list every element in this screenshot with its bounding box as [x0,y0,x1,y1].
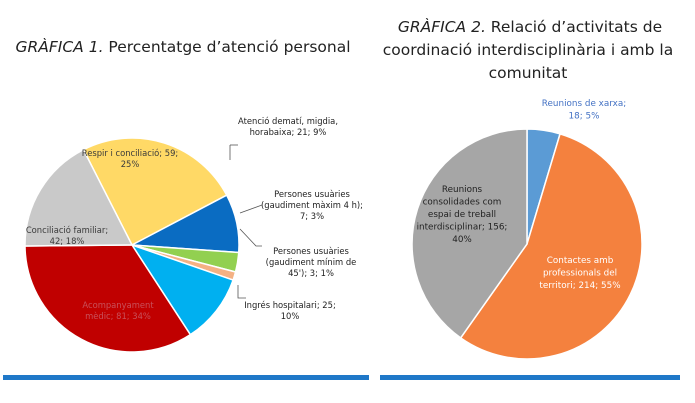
chart2-slice-label-1: Reunions de xarxa; 18; 5% [542,99,626,122]
chart1-title-rest: Percentatge d’atenció personal [104,38,351,56]
divider-right [380,375,680,380]
chart1-slice-label-6-line-1: Acompanyament [82,300,154,310]
chart1-slice-label-5-line-1: Ingrés hospitalari; 25; [244,300,336,310]
chart2-pie: Reunions de xarxa; 18; 5% Contactes amb pro… [411,99,643,360]
chart2-slice-label-3-line-4: interdisciplinar; 156; [417,223,508,233]
chart2-slice-2 [459,132,643,360]
chart2-slice-label-2-line-3: territori; 214; 55% [539,281,620,291]
chart1-slice-label-1-line-2: 25% [121,159,140,169]
chart1-slice-label-7-line-2: 42; 18% [50,236,85,246]
chart1-slice-label-5: Ingrés hospitalari; 25; 10% [244,300,336,321]
chart1-slice-label-7-line-1: Conciliació familiar; [26,225,108,235]
chart1-pie: Respir i conciliació; 59; 25% Atenció dema… [24,116,363,353]
chart1-slice-5 [130,243,235,336]
chart1-slice-label-1: Respir i conciliació; 59; 25% [82,148,178,169]
chart1-slice-label-4-line-3: 45'); 3; 1% [288,268,334,278]
chart1-slice-label-5-line-2: 10% [281,311,300,321]
chart1-slice-label-2: Atenció dematí, migdia, horabaixa; 21; 9% [238,116,338,137]
divider-left [3,375,369,380]
chart1-slice-label-1-line-1: Respir i conciliació; 59; [82,148,178,158]
chart1-slice-label-6-line-2: mèdic; 81; 34% [85,311,151,321]
chart2-slice-label-2-line-2: professionals del [543,269,617,279]
chart1-slice-label-3-line-2: (gaudiment màxim 4 h); [261,200,363,210]
chart1-slice-1 [82,137,228,247]
chart2-slice-label-2: Contactes amb professionals del territori;… [539,256,620,291]
chart2-slice-label-3: Reunions consolidades com espai de treball… [417,185,508,245]
chart1-leader-line-small-2 [239,228,262,247]
chart1-slice-label-4-line-1: Persones usuàries [273,246,349,256]
chart2-slice-label-3-line-5: 40% [452,235,472,245]
chart2-title: GRÀFICA 2. Relació d’activitats de [398,17,662,36]
chart2-slice-label-3-line-3: espai de treball [428,210,496,220]
chart1-slice-label-4-line-2: (gaudiment mínim de [266,257,357,267]
chart1-title-prefix: GRÀFICA 1. [15,37,103,56]
chart1-leader-line-small-1 [239,204,263,214]
chart1-slice-label-7: Conciliació familiar; 42; 18% [26,225,108,246]
chart1-slice-6 [24,244,192,353]
chart1-title: GRÀFICA 1. Percentatge d’atenció persona… [15,37,350,56]
chart2-slice-label-1-line-1: Reunions de xarxa; [542,99,626,109]
chart1-slice-label-2-line-1: Atenció dematí, migdia, [238,116,338,126]
chart1-slice-7 [24,148,134,247]
chart2-slice-3 [411,128,528,339]
chart2-slice-label-3-line-2: consolidades com [423,198,502,208]
chart2-title-rest: Relació d’activitats de [486,18,662,36]
chart1-slice-label-3: Persones usuàries (gaudiment màxim 4 h); 7… [261,189,363,221]
chart1-slice-label-2-line-2: horabaixa; 21; 9% [250,127,327,137]
chart1-slice-label-3-line-3: 7; 3% [300,211,324,221]
chart2-title-line-3: comunitat [489,64,568,82]
chart2-slice-label-1-line-2: 18; 5% [569,112,600,122]
chart1-leader-line-ingres [237,285,246,299]
chart2-title-line-2: coordinació interdisciplinària i amb la [383,41,673,59]
chart1-slice-label-6: Acompanyament mèdic; 81; 34% [82,300,154,321]
chart1-slice-label-3-line-1: Persones usuàries [274,189,350,199]
chart2-slice-label-2-line-1: Contactes amb [547,256,614,266]
chart2-slice-label-3-line-1: Reunions [442,185,483,195]
chart2-title-prefix: GRÀFICA 2. [398,17,486,36]
chart1-slice-label-4: Persones usuàries (gaudiment mínim de 45')… [266,246,357,278]
